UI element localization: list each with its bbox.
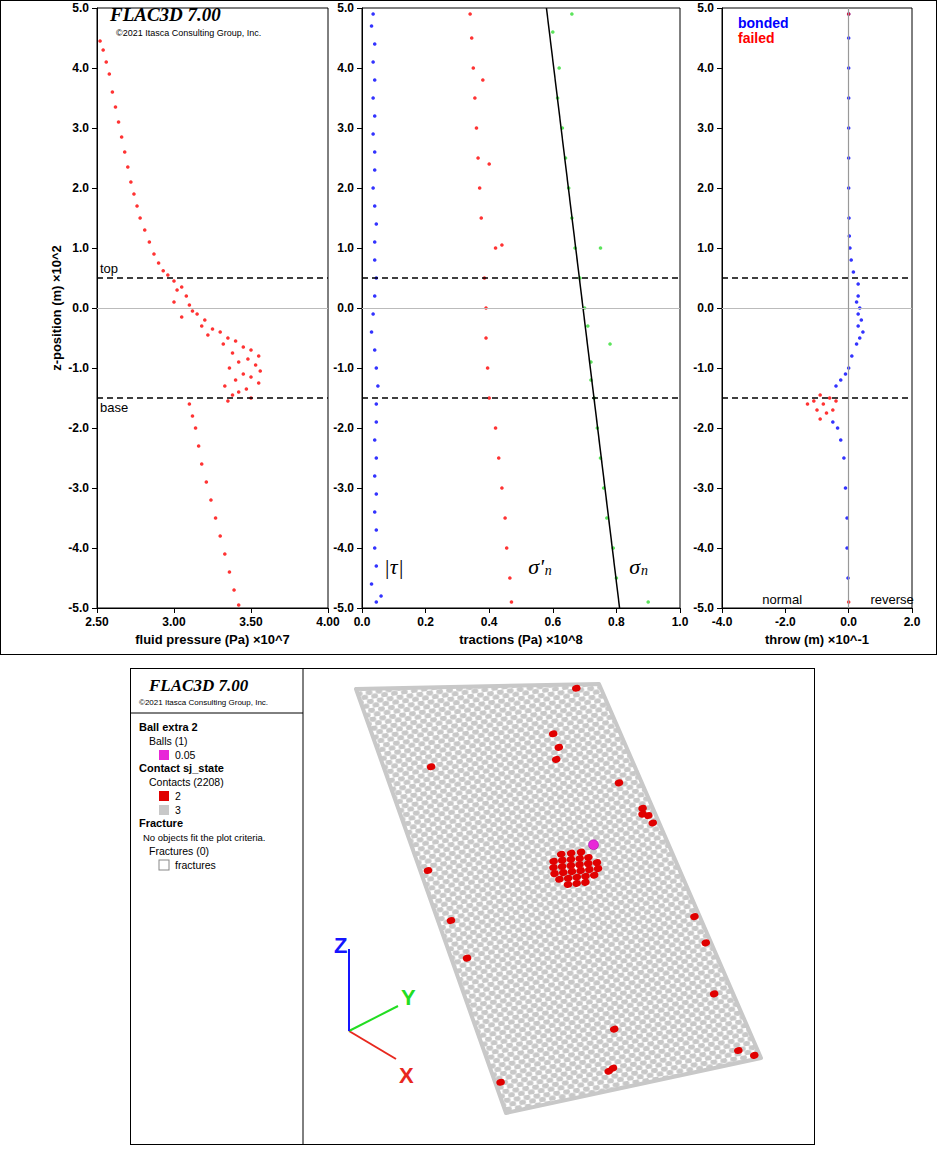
svg-text:0.0: 0.0 bbox=[337, 301, 354, 315]
svg-text:Fracture: Fracture bbox=[139, 817, 183, 829]
svg-text:-3.0: -3.0 bbox=[68, 481, 89, 495]
svg-text:-2.0: -2.0 bbox=[333, 421, 354, 435]
svg-text:1.0: 1.0 bbox=[72, 241, 89, 255]
svg-text:0.0: 0.0 bbox=[840, 615, 857, 629]
svg-text:z-position (m) ×10^2: z-position (m) ×10^2 bbox=[49, 245, 64, 371]
svg-text:2: 2 bbox=[175, 790, 181, 802]
svg-text:3.0: 3.0 bbox=[337, 121, 354, 135]
svg-text:FLAC3D 7.00: FLAC3D 7.00 bbox=[109, 4, 221, 25]
svg-text:σ': σ' bbox=[528, 554, 544, 579]
svg-text:0.0: 0.0 bbox=[697, 301, 714, 315]
svg-text:1.0: 1.0 bbox=[672, 615, 689, 629]
svg-text:top: top bbox=[100, 261, 118, 276]
svg-text:failed: failed bbox=[738, 30, 775, 46]
svg-text:3: 3 bbox=[175, 804, 181, 816]
svg-text:0.0: 0.0 bbox=[354, 615, 371, 629]
svg-text:5.0: 5.0 bbox=[697, 1, 714, 15]
svg-text:4.0: 4.0 bbox=[697, 61, 714, 75]
svg-text:0.8: 0.8 bbox=[608, 615, 625, 629]
svg-text:Ball extra 2: Ball extra 2 bbox=[139, 721, 198, 733]
svg-text:Balls (1): Balls (1) bbox=[149, 735, 188, 747]
svg-text:-4.0: -4.0 bbox=[693, 541, 714, 555]
svg-text:n: n bbox=[641, 563, 648, 578]
svg-text:5.0: 5.0 bbox=[337, 1, 354, 15]
svg-text:4.0: 4.0 bbox=[337, 61, 354, 75]
svg-text:-3.0: -3.0 bbox=[333, 481, 354, 495]
svg-text:|τ|: |τ| bbox=[384, 554, 404, 579]
svg-text:-1.0: -1.0 bbox=[333, 361, 354, 375]
svg-text:2.50: 2.50 bbox=[85, 615, 109, 629]
svg-text:Contacts (2208): Contacts (2208) bbox=[149, 776, 224, 788]
svg-text:2.0: 2.0 bbox=[904, 615, 921, 629]
svg-text:normal: normal bbox=[762, 592, 802, 607]
svg-text:0.4: 0.4 bbox=[481, 615, 498, 629]
svg-text:3.00: 3.00 bbox=[162, 615, 186, 629]
svg-text:Y: Y bbox=[401, 985, 416, 1010]
svg-text:base: base bbox=[100, 400, 128, 415]
svg-text:Fractures (0): Fractures (0) bbox=[149, 845, 209, 857]
svg-text:©2021 Itasca Consulting Group,: ©2021 Itasca Consulting Group, Inc. bbox=[116, 28, 261, 38]
svg-text:4.0: 4.0 bbox=[72, 61, 89, 75]
svg-text:fractures: fractures bbox=[175, 859, 216, 871]
svg-text:0.0: 0.0 bbox=[72, 301, 89, 315]
svg-text:bonded: bonded bbox=[738, 15, 789, 31]
svg-text:2.0: 2.0 bbox=[72, 181, 89, 195]
svg-text:3.0: 3.0 bbox=[72, 121, 89, 135]
svg-text:throw (m) ×10^-1: throw (m) ×10^-1 bbox=[765, 632, 869, 647]
svg-text:2.0: 2.0 bbox=[337, 181, 354, 195]
svg-text:fluid pressure (Pa) ×10^7: fluid pressure (Pa) ×10^7 bbox=[135, 632, 290, 647]
svg-text:reverse: reverse bbox=[870, 592, 913, 607]
svg-text:-1.0: -1.0 bbox=[693, 361, 714, 375]
svg-text:Z: Z bbox=[334, 933, 347, 958]
svg-text:1.0: 1.0 bbox=[337, 241, 354, 255]
svg-text:0.6: 0.6 bbox=[544, 615, 561, 629]
svg-text:0.2: 0.2 bbox=[417, 615, 434, 629]
svg-text:-5.0: -5.0 bbox=[68, 601, 89, 615]
svg-text:tractions (Pa) ×10^8: tractions (Pa) ×10^8 bbox=[459, 632, 583, 647]
svg-text:2.0: 2.0 bbox=[697, 181, 714, 195]
svg-text:-4.0: -4.0 bbox=[68, 541, 89, 555]
svg-text:0.05: 0.05 bbox=[175, 749, 196, 761]
svg-text:n: n bbox=[545, 563, 552, 578]
svg-text:-5.0: -5.0 bbox=[693, 601, 714, 615]
svg-text:-3.0: -3.0 bbox=[693, 481, 714, 495]
svg-text:3.0: 3.0 bbox=[697, 121, 714, 135]
svg-text:No objects fit the plot criter: No objects fit the plot criteria. bbox=[143, 832, 266, 843]
svg-text:-2.0: -2.0 bbox=[775, 615, 796, 629]
svg-text:-4.0: -4.0 bbox=[333, 541, 354, 555]
svg-text:FLAC3D 7.00: FLAC3D 7.00 bbox=[148, 676, 249, 695]
svg-text:Contact sj_state: Contact sj_state bbox=[139, 762, 224, 774]
svg-text:-4.0: -4.0 bbox=[712, 615, 733, 629]
svg-text:-1.0: -1.0 bbox=[68, 361, 89, 375]
svg-text:1.0: 1.0 bbox=[697, 241, 714, 255]
svg-text:-2.0: -2.0 bbox=[693, 421, 714, 435]
svg-text:4.00: 4.00 bbox=[316, 615, 340, 629]
svg-text:-5.0: -5.0 bbox=[333, 601, 354, 615]
svg-text:-2.0: -2.0 bbox=[68, 421, 89, 435]
svg-text:5.0: 5.0 bbox=[72, 1, 89, 15]
svg-text:σ: σ bbox=[629, 554, 641, 579]
svg-text:©2021 Itasca Consulting Group,: ©2021 Itasca Consulting Group, Inc. bbox=[139, 698, 268, 707]
svg-text:3.50: 3.50 bbox=[239, 615, 263, 629]
svg-text:X: X bbox=[399, 1063, 414, 1088]
